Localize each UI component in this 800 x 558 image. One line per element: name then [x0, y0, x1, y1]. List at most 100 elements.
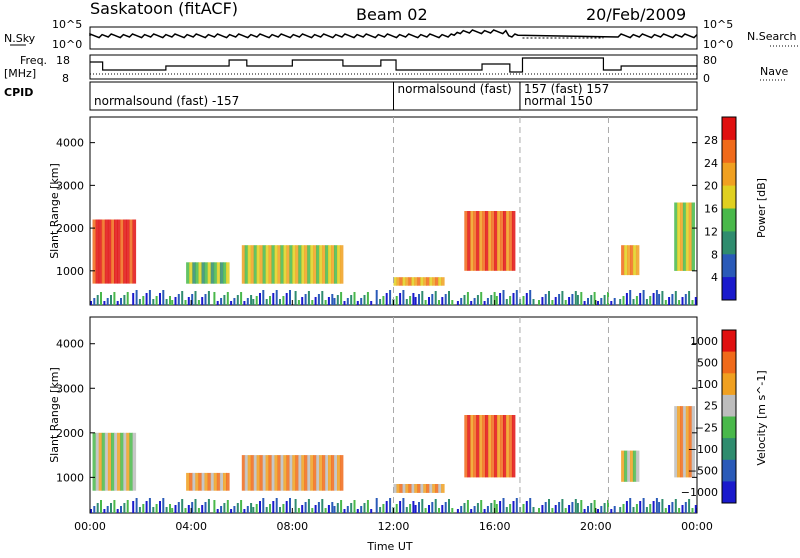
- ground-scatter-cell: [252, 299, 255, 305]
- ground-scatter-cell: [135, 498, 138, 513]
- ground-scatter-cell: [275, 290, 278, 305]
- panel-frame: [89, 316, 698, 514]
- echo-cell: [207, 472, 212, 491]
- ground-scatter-cell: [502, 290, 505, 305]
- ground-scatter-cell: [233, 298, 236, 305]
- freq-trace: [90, 57, 697, 73]
- echo-cell: [126, 432, 130, 491]
- ground-scatter-cell: [632, 299, 635, 305]
- colorbar-tick-label: 24: [704, 157, 718, 170]
- ground-scatter-cell: [538, 508, 540, 513]
- ground-scatter-cell: [470, 509, 473, 513]
- ground-scatter-cell: [207, 291, 210, 305]
- ground-scatter-cell: [389, 498, 392, 513]
- echo-cell: [198, 472, 202, 491]
- echo-cell: [500, 211, 504, 271]
- ground-scatter-cell: [684, 502, 687, 513]
- echo-cell: [337, 245, 341, 284]
- ground-scatter-cell: [259, 293, 261, 305]
- colorbar-tick-label: 100: [697, 378, 718, 391]
- ground-scatter-cell: [382, 296, 385, 305]
- ground-scatter-cell: [529, 498, 532, 513]
- ground-scatter-cell: [174, 505, 177, 513]
- ground-scatter-cell: [424, 300, 427, 305]
- ground-scatter-cell: [285, 293, 288, 305]
- echo-cell: [195, 472, 199, 491]
- ground-scatter-cell: [635, 296, 638, 305]
- ground-scatter-cell: [473, 506, 476, 513]
- ground-scatter-cell: [645, 507, 648, 513]
- echo-cell: [621, 245, 625, 276]
- ground-scatter-cell: [505, 507, 508, 513]
- echo-cell: [441, 277, 445, 286]
- ground-scatter-cell: [551, 300, 554, 305]
- ground-scatter-cell: [607, 500, 609, 513]
- ground-scatter-cell: [272, 293, 275, 305]
- ground-scatter-cell: [610, 509, 613, 513]
- echo-cell: [107, 219, 112, 284]
- echo-cell: [301, 455, 305, 491]
- echo-cell: [414, 484, 418, 493]
- ground-scatter-cell: [674, 499, 677, 513]
- ground-scatter-cell: [279, 299, 281, 305]
- colorbar: 4 8 12 16 20 24 28 Power [dB]: [704, 116, 768, 301]
- ground-scatter-cell: [483, 301, 486, 305]
- ground-scatter-cell: [201, 297, 204, 305]
- ground-scatter-cell: [331, 502, 334, 513]
- ground-scatter-cell: [138, 299, 141, 305]
- echo-cell: [104, 432, 109, 491]
- ground-scatter-cell: [148, 498, 151, 513]
- echo-cell: [277, 455, 281, 491]
- ground-scatter-cell: [580, 292, 583, 305]
- echo-cell: [319, 455, 323, 491]
- echo-cell: [189, 262, 193, 284]
- colorbar-swatch: [722, 373, 736, 396]
- ground-scatter-cell: [165, 299, 168, 305]
- ground-scatter-cell: [587, 506, 589, 513]
- ground-scatter-cell: [395, 296, 398, 305]
- ground-scatter-cell: [460, 298, 463, 305]
- ground-scatter-cell: [448, 499, 450, 513]
- ground-scatter-cell: [603, 503, 606, 513]
- ground-scatter-cell: [138, 507, 141, 513]
- ground-scatter-cell: [664, 508, 667, 513]
- ground-scatter-cell: [184, 508, 187, 513]
- echo-cell: [219, 262, 224, 284]
- ground-scatter-cell: [515, 498, 518, 513]
- ground-scatter-cell: [652, 293, 655, 305]
- echo-cell: [292, 245, 296, 284]
- ground-scatter-cell: [204, 294, 207, 305]
- ground-scatter-cell: [123, 295, 126, 305]
- echo-cell: [479, 415, 483, 478]
- ground-scatter-cell: [495, 296, 498, 305]
- echo-cell: [265, 245, 270, 284]
- echo-cell: [204, 262, 209, 284]
- echo-cell: [473, 211, 477, 271]
- ground-scatter-cell: [694, 505, 697, 513]
- ground-scatter-cell: [145, 293, 148, 305]
- echo-cell: [223, 262, 227, 284]
- ground-scatter-cell: [688, 291, 691, 305]
- nsky-label: N.Sky: [4, 32, 36, 45]
- echo-cell: [253, 455, 258, 491]
- echo-cell: [216, 262, 221, 284]
- ground-scatter-cell: [668, 297, 671, 305]
- ground-scatter-cell: [321, 291, 324, 305]
- ground-scatter-cell: [294, 291, 297, 305]
- echo-cell: [432, 277, 436, 286]
- echo-cell: [286, 245, 290, 284]
- ground-scatter-cell: [495, 504, 498, 513]
- ground-scatter-cell: [103, 509, 106, 513]
- ground-scatter-cell: [405, 299, 408, 305]
- ground-scatter-cell: [187, 297, 190, 305]
- ground-scatter-cell: [515, 290, 518, 305]
- ground-scatter-cell: [314, 297, 317, 305]
- echo-cell: [408, 277, 412, 286]
- ground-scatter-cell: [629, 290, 632, 305]
- echo-cell: [339, 455, 344, 491]
- echo-cell: [405, 277, 409, 286]
- ground-scatter-cell: [463, 503, 466, 513]
- echo-cell: [393, 484, 397, 493]
- echo-cell: [624, 245, 628, 276]
- ground-scatter-cell: [317, 294, 320, 305]
